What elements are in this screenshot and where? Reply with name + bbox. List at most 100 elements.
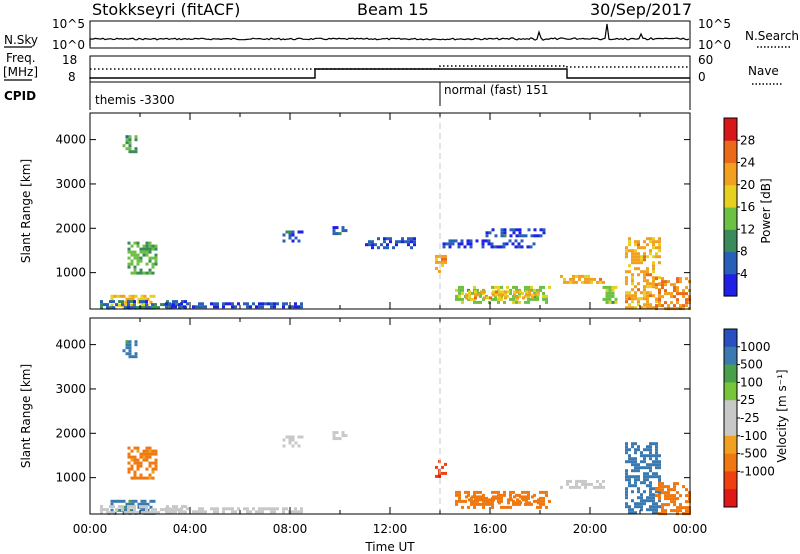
data-cell (145, 300, 148, 304)
velocity-y-axis-label: Slant Range [km] (19, 364, 33, 468)
data-cell (539, 502, 542, 506)
data-cell (145, 253, 149, 257)
data-cell (515, 234, 519, 238)
data-cell (637, 448, 640, 452)
y-tick-label: 3000 (55, 382, 86, 396)
data-cell (465, 296, 468, 300)
data-cell (661, 506, 664, 510)
data-cell (392, 246, 395, 250)
data-cell (488, 231, 492, 235)
data-cell (664, 503, 667, 507)
data-cell (682, 485, 685, 489)
data-cell (151, 467, 155, 471)
data-cell (685, 304, 688, 308)
data-cell (258, 302, 261, 306)
data-cell (566, 280, 569, 284)
data-cell (497, 496, 500, 500)
beam-title: Beam 15 (357, 0, 429, 19)
data-cell (522, 498, 525, 502)
data-cell (118, 300, 121, 304)
data-cell (457, 242, 461, 246)
data-cell (646, 454, 649, 458)
data-cell (133, 470, 137, 474)
data-cell (377, 246, 380, 250)
data-cell (507, 501, 510, 505)
data-cell (145, 303, 148, 307)
data-cell (148, 449, 152, 453)
data-cell (515, 300, 518, 304)
data-cell (625, 252, 628, 256)
data-cell (655, 488, 658, 492)
data-cell (483, 296, 486, 300)
data-cell (258, 507, 261, 511)
data-cell (545, 490, 548, 494)
data-cell (125, 135, 129, 139)
colorbar-tick-label: -25 (740, 411, 760, 425)
data-cell (605, 294, 609, 298)
data-cell (649, 273, 652, 277)
data-cell (136, 306, 139, 310)
data-cell (494, 234, 498, 238)
data-cell (477, 498, 480, 502)
data-cell (103, 303, 106, 307)
data-cell (130, 250, 134, 254)
data-cell (154, 259, 158, 263)
data-cell (515, 493, 518, 497)
data-cell (685, 277, 688, 281)
data-cell (655, 255, 658, 259)
data-cell (300, 510, 303, 514)
data-cell (658, 289, 661, 293)
data-cell (139, 268, 143, 272)
data-cell (652, 472, 655, 476)
data-cell (655, 502, 658, 506)
data-cell (198, 305, 201, 309)
data-cell (526, 245, 530, 249)
data-cell (631, 445, 634, 449)
data-cell (455, 502, 458, 506)
data-cell (634, 249, 637, 253)
data-cell (611, 291, 615, 295)
data-cell (285, 230, 289, 234)
data-cell (625, 445, 628, 449)
data-cell (628, 475, 631, 479)
data-cell (125, 138, 129, 142)
data-cell (673, 497, 676, 501)
data-cell (255, 510, 258, 514)
data-cell (640, 261, 643, 265)
data-cell (451, 239, 455, 243)
data-cell (178, 511, 181, 515)
data-cell (100, 306, 103, 310)
data-cell (113, 294, 117, 298)
data-cell (658, 482, 661, 486)
data-cell (516, 501, 519, 505)
data-cell (246, 302, 249, 306)
data-cell (649, 493, 652, 497)
data-cell (109, 505, 112, 509)
data-cell (133, 458, 137, 462)
data-cell (377, 237, 380, 241)
data-cell (204, 510, 207, 514)
data-cell (154, 511, 157, 515)
data-cell (133, 455, 137, 459)
data-cell (332, 229, 336, 233)
data-cell (519, 501, 522, 505)
data-cell (134, 352, 138, 356)
data-cell (584, 482, 587, 486)
data-cell (517, 242, 521, 246)
data-cell (145, 511, 148, 515)
data-cell (628, 249, 631, 253)
data-cell (631, 457, 634, 461)
data-cell (682, 289, 685, 293)
data-cell (587, 277, 590, 281)
data-cell (646, 294, 649, 298)
data-cell (498, 290, 501, 294)
data-cell (479, 490, 482, 494)
data-cell (473, 490, 476, 494)
data-cell (661, 286, 664, 290)
data-cell (131, 502, 135, 506)
data-cell (222, 507, 225, 511)
data-cell (637, 466, 640, 470)
data-cell (145, 241, 149, 245)
data-cell (270, 305, 273, 309)
data-cell (335, 226, 339, 230)
